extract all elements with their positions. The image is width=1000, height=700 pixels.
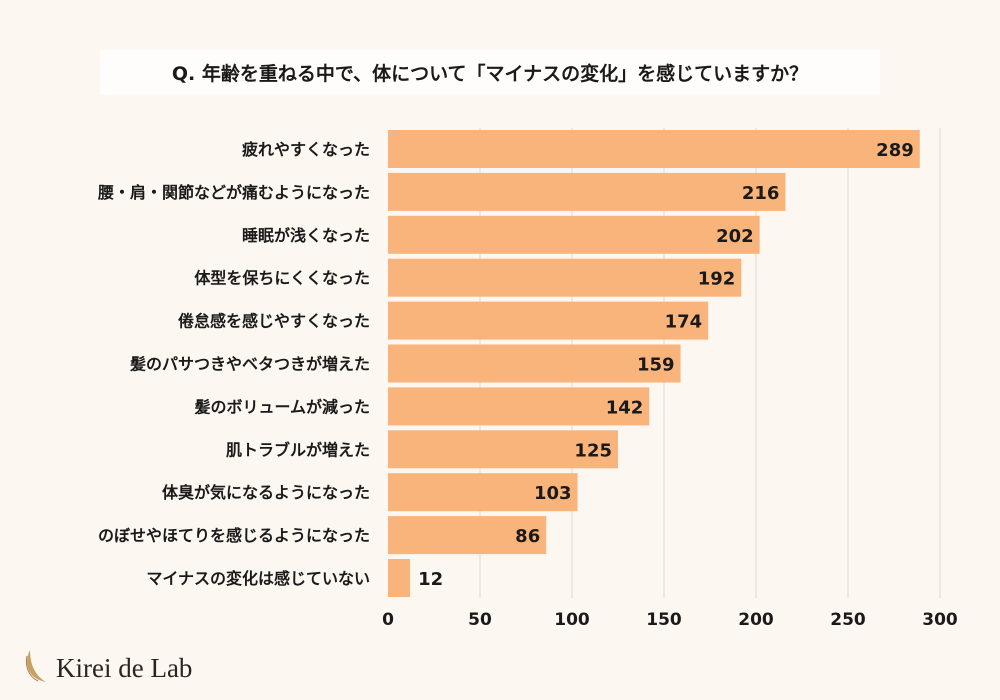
title-box: Q. 年齢を重ねる中で、体について「マイナスの変化」を感じていますか？: [100, 50, 880, 95]
bar: [388, 215, 760, 254]
data-label: 192: [698, 269, 736, 290]
bar: [388, 172, 786, 211]
data-label: 289: [876, 140, 914, 161]
data-label: 202: [716, 226, 754, 247]
data-label: 159: [637, 355, 675, 376]
data-label: 216: [742, 183, 780, 204]
x-tick-label: 0: [382, 610, 394, 630]
category-label: マイナスの変化は感じていない: [146, 569, 370, 588]
bar: [388, 258, 742, 297]
bar: [388, 473, 578, 512]
category-label: 疲れやすくなった: [242, 140, 370, 159]
x-tick-label: 50: [468, 610, 492, 630]
data-label: 12: [418, 569, 443, 590]
category-label: 髪のパサつきやベタつきが増えた: [129, 355, 370, 374]
chart-title: Q. 年齢を重ねる中で、体について「マイナスの変化」を感じていますか？: [171, 63, 809, 85]
x-tick-label: 200: [738, 610, 774, 630]
bar: [388, 344, 681, 383]
feather-logo-icon: [25, 650, 46, 682]
x-tick-label: 250: [830, 610, 866, 630]
data-label: 86: [515, 526, 540, 547]
category-label: 体臭が気になるようになった: [162, 483, 370, 502]
category-label: 肌トラブルが増えた: [226, 440, 370, 459]
logo: Kirei de Lab: [22, 648, 192, 688]
bar: [388, 516, 547, 555]
bar: [388, 301, 709, 340]
x-tick-label: 300: [922, 610, 958, 630]
category-label: のぼせやほてりを感じるようになった: [98, 526, 370, 545]
bar: [388, 387, 650, 426]
x-tick-label: 150: [646, 610, 682, 630]
category-label: 髪のボリュームが減った: [193, 397, 370, 416]
category-label: 体型を保ちにくくなった: [194, 269, 370, 288]
data-label: 142: [606, 397, 644, 418]
logo-text: Kirei de Lab: [56, 652, 193, 683]
category-label: 倦怠感を感じやすくなった: [178, 312, 370, 331]
data-label: 174: [665, 312, 703, 333]
x-tick-label: 100: [554, 610, 590, 630]
category-label: 腰・肩・関節などが痛むようになった: [98, 183, 370, 202]
bar: [388, 430, 618, 469]
bar: [388, 130, 920, 168]
data-label: 125: [574, 440, 612, 461]
category-label: 睡眠が浅くなった: [242, 226, 370, 245]
data-label: 103: [534, 483, 572, 504]
bar: [388, 559, 411, 597]
